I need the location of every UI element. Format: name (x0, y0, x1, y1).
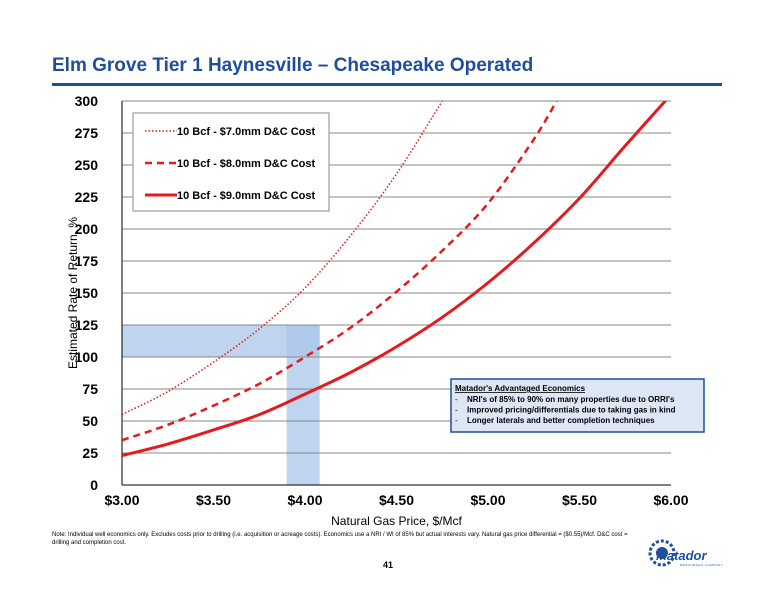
annotation-bullet: Improved pricing/differentials due to ta… (467, 406, 676, 415)
highlight-regions (122, 325, 320, 485)
logo-subtext: RESOURCES COMPANY (680, 563, 724, 567)
y-tick-label: 200 (75, 221, 99, 237)
y-tick-label: 25 (82, 445, 98, 461)
annotation-bullet-dash: - (455, 406, 458, 415)
y-tick-label: 50 (82, 413, 98, 429)
y-tick-label: 150 (75, 285, 99, 301)
series-line-solid (122, 101, 668, 458)
x-axis-title: Natural Gas Price, $/Mcf (331, 514, 462, 528)
x-tick-label: $6.00 (653, 492, 688, 508)
page-title: Elm Grove Tier 1 Haynesville – Chesapeak… (52, 55, 534, 76)
annotation-heading: Matador's Advantaged Economics (455, 384, 586, 393)
annotation-box: Matador's Advantaged Economics- NRI's of … (450, 378, 705, 433)
x-tick-label: $5.00 (470, 492, 505, 508)
irr-chart: 0 25 50 75 100 125 150 175 200 225 250 275 300 $3.00 $… (66, 93, 705, 528)
title-rule (52, 83, 722, 86)
highlight-region-1 (286, 325, 320, 485)
annotation-box-frame (450, 378, 705, 433)
x-tick-label: $5.50 (562, 492, 597, 508)
legend-label: 10 Bcf - $9.0mm D&C Cost (177, 190, 315, 202)
annotation-bullet-dash: - (455, 395, 458, 404)
x-tick-label: $4.00 (287, 492, 322, 508)
series-line-dashed (122, 101, 558, 442)
y-tick-label: 275 (75, 125, 99, 141)
x-tick-label: $4.50 (379, 492, 414, 508)
legend-label: 10 Bcf - $7.0mm D&C Cost (177, 126, 315, 138)
matador-logo (648, 539, 676, 567)
y-axis-title: Estimated Rate of Return, % (66, 217, 80, 369)
y-tick-label: 175 (75, 253, 99, 269)
y-tick-label: 125 (75, 317, 99, 333)
x-tick-label: $3.00 (104, 492, 139, 508)
footnote: Note: Individual well economics only. Ex… (52, 532, 628, 546)
y-tick-label: 225 (75, 189, 99, 205)
annotation-bullet: NRI's of 85% to 90% on many properties d… (467, 395, 675, 404)
y-tick-label: 100 (75, 349, 99, 365)
y-tick-label: 0 (90, 477, 98, 493)
y-tick-label: 300 (75, 93, 99, 109)
y-tick-label: 75 (82, 381, 98, 397)
series-line-dotted (122, 101, 443, 416)
x-tick-label: $3.50 (196, 492, 231, 508)
page-number: 41 (382, 560, 393, 570)
annotation-bullet: Longer laterals and better completion te… (467, 416, 655, 425)
chart-series (122, 101, 668, 458)
logo-wordmark: Matador (656, 548, 707, 563)
chart-axes: 0 25 50 75 100 125 150 175 200 225 250 275 300 $3.00 $… (66, 93, 689, 528)
y-tick-label: 250 (75, 157, 99, 173)
annotation-bullet-dash: - (455, 416, 458, 425)
legend-label: 10 Bcf - $8.0mm D&C Cost (177, 158, 315, 170)
chart-legend: 10 Bcf - $7.0mm D&C Cost 10 Bcf - $8.0mm … (132, 112, 330, 212)
